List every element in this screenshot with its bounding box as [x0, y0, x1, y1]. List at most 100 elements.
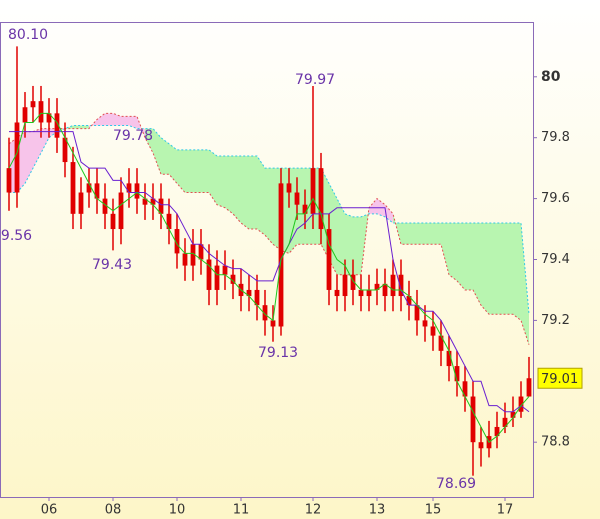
candle-body	[294, 192, 300, 205]
candle-body	[454, 366, 460, 382]
candle-body	[390, 274, 396, 297]
candle-body	[70, 162, 76, 214]
candle-body	[278, 183, 284, 327]
cloud-segment	[497, 222, 505, 315]
candle-body	[46, 113, 52, 123]
candle-body	[470, 396, 476, 443]
cloud-segment	[185, 149, 193, 193]
candle-body	[518, 396, 524, 412]
candle-body	[222, 265, 228, 275]
candle-body	[230, 274, 236, 284]
price-annotation: 80.10	[8, 27, 48, 43]
candle-body	[126, 183, 132, 193]
indicator-line	[9, 131, 530, 413]
price-annotation: 79.56	[0, 228, 32, 244]
candle-body	[382, 283, 388, 297]
cloud-segment	[521, 222, 529, 345]
cloud-segment	[201, 149, 209, 193]
candle-body	[270, 320, 276, 327]
candle-body	[366, 289, 372, 297]
cloud-segment	[225, 155, 233, 214]
y-tick-label: 80	[541, 69, 561, 85]
cloud-segment	[233, 155, 241, 223]
y-tick-label: 79.6	[541, 191, 570, 206]
candle-body	[110, 213, 116, 230]
cloud-segment	[265, 168, 273, 245]
cloud-segment	[169, 143, 177, 184]
span-b	[8, 112, 530, 345]
candle-body	[158, 198, 164, 214]
candle-body	[142, 198, 148, 205]
cloud-segment	[513, 222, 521, 321]
cloud-segment	[465, 222, 473, 290]
cloud-segment	[105, 113, 113, 126]
candle-body	[62, 137, 68, 163]
cloud-segment	[25, 131, 33, 184]
cloud-segment	[81, 125, 89, 129]
candle-body	[6, 168, 12, 193]
cloud-segment	[345, 213, 353, 275]
candle-body	[86, 183, 92, 193]
candle-body	[118, 192, 124, 230]
candle-body	[502, 417, 508, 427]
cloud-segment	[257, 155, 265, 236]
x-tick-label: 13	[369, 503, 386, 518]
cloud-segment	[425, 222, 433, 245]
candle-body	[246, 289, 252, 297]
candle-body	[494, 426, 500, 437]
candle-body	[478, 442, 484, 449]
candle-body	[422, 320, 428, 327]
cloud-segment	[121, 116, 129, 126]
candle-body	[510, 411, 516, 418]
cloud-segment	[129, 116, 137, 129]
cloud-segment	[457, 222, 465, 290]
candle-body	[94, 183, 100, 199]
candle-body	[214, 265, 220, 290]
candle-body	[462, 381, 468, 397]
cloud-segment	[33, 128, 41, 169]
candle-body	[134, 183, 140, 199]
candle-body	[166, 213, 172, 230]
candle-body	[310, 168, 316, 214]
candle-body	[342, 274, 348, 297]
cloud-segment	[433, 222, 441, 245]
candle-body	[446, 350, 452, 367]
candle-body	[78, 192, 84, 214]
candle-body	[526, 378, 532, 397]
candle-body	[54, 113, 60, 138]
candle-body	[350, 274, 356, 290]
cloud-segment	[97, 113, 105, 126]
cloud-segment	[369, 198, 377, 214]
x-tick-label: 10	[169, 503, 186, 518]
cloud-segment	[441, 222, 449, 275]
y-tick-label: 78.8	[541, 435, 570, 450]
candle-body	[302, 204, 308, 214]
cloud-segment	[393, 213, 401, 245]
plot-area	[6, 46, 532, 476]
cloud-segment	[241, 155, 249, 230]
cloud-segment	[41, 128, 49, 153]
y-tick-label: 79.4	[541, 252, 570, 267]
cloud-segment	[337, 198, 345, 275]
x-tick-label: 08	[105, 503, 122, 518]
candle-body	[206, 259, 212, 290]
cloud-segment	[113, 113, 121, 126]
candle-body	[334, 289, 340, 297]
cloud-segment	[217, 155, 225, 208]
x-tick-label: 12	[305, 503, 322, 518]
candle-body	[102, 198, 108, 214]
cloud-segment	[409, 222, 417, 245]
candle-body	[374, 283, 380, 290]
y-tick-label: 79.8	[541, 130, 570, 145]
cloud-segment	[209, 149, 217, 205]
candle-body	[198, 244, 204, 260]
price-annotation: 79.43	[92, 257, 132, 273]
candle-body	[254, 289, 260, 306]
candle-body	[414, 305, 420, 321]
indicator-line	[8, 112, 530, 443]
span-a	[9, 125, 530, 315]
cloud-segment	[481, 222, 489, 315]
x-tick-label: 11	[233, 503, 250, 518]
candle-body	[318, 168, 324, 230]
